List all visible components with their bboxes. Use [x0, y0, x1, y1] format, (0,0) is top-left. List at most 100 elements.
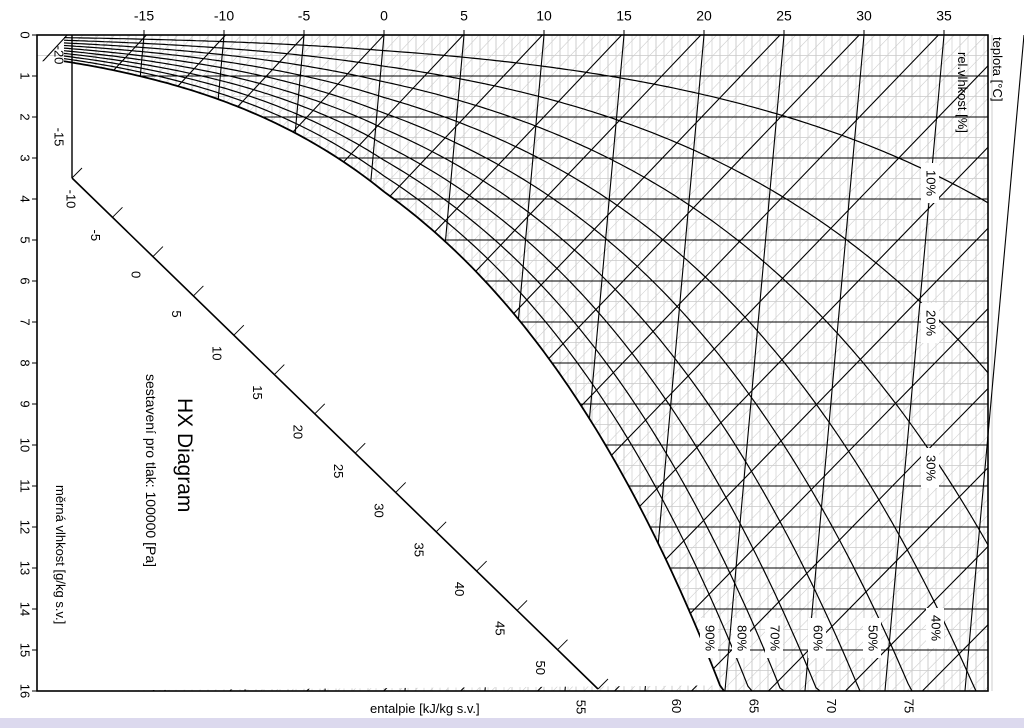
enthalpy-tick: [71, 167, 83, 179]
rh-label-bg: [926, 608, 944, 648]
enthalpy-tick: [112, 206, 123, 218]
rh-curve: [63, 50, 861, 692]
y-tick-label: 16: [18, 684, 33, 698]
rh-curve-label: 20%: [924, 310, 939, 336]
rh-curve-label: 50%: [866, 625, 881, 651]
y-tick-label: 4: [18, 195, 33, 202]
rh-curve: [63, 47, 913, 692]
rh-curve-label: 60%: [811, 625, 826, 651]
y-tick-label: 10: [18, 438, 33, 452]
rh-curve-label: 70%: [768, 625, 783, 651]
rh-curve: [63, 58, 753, 692]
y-tick-label: 6: [18, 277, 33, 284]
enthalpy-tick-label: 45: [493, 621, 508, 635]
enthalpy-grid-line: [706, 404, 989, 692]
rh-curve-label: 90%: [703, 625, 718, 651]
enthalpy-tick: [233, 324, 245, 336]
y-tick-label: 1: [18, 72, 33, 79]
y-tick-label: 7: [18, 318, 33, 325]
rh-curve: [63, 52, 821, 692]
bottom-strip: [0, 718, 1024, 728]
rh-curve: [63, 42, 989, 546]
y-tick-label: 14: [18, 602, 33, 616]
enthalpy-tick-label: -10: [64, 190, 79, 209]
enthalpy-tick-label: 70: [824, 699, 839, 713]
enthalpy-grid-line: [860, 561, 989, 692]
rh-curve: [63, 60, 725, 692]
enthalpy-grid-line: [937, 640, 989, 692]
enthalpy-tick: [516, 600, 528, 611]
enthalpy-tick-label: 10: [209, 346, 224, 360]
enthalpy-tick: [395, 482, 407, 493]
enthalpy-tick: [193, 285, 204, 297]
enthalpy-tick-label: 0: [128, 271, 143, 278]
enthalpy-tick-label: 15: [250, 385, 265, 399]
x-tick-label: -10: [214, 8, 234, 24]
rh-curve-label: 30%: [924, 455, 939, 481]
isotherm-line: [724, 34, 785, 692]
x-tick-label: 20: [696, 8, 712, 24]
x-tick-label: -5: [298, 8, 311, 24]
tick-layer: [32, 30, 945, 692]
enthalpy-tick-label: 65: [747, 699, 762, 713]
enthalpy-tick: [557, 639, 568, 651]
y-tick-label: 5: [18, 236, 33, 243]
enthalpy-tick-label: 50: [533, 660, 548, 674]
rh-curve: [63, 39, 989, 374]
enthalpy-tick: [273, 364, 285, 375]
x-tick-label: 0: [380, 8, 388, 24]
rh-label-bg: [732, 618, 750, 658]
y-tick-label: 3: [18, 154, 33, 161]
enthalpy-tick-label: 5: [169, 310, 184, 317]
x-tick-label: 35: [936, 8, 952, 24]
enthalpy-tick-label: -20: [52, 46, 67, 65]
rh-label-bg: [921, 448, 939, 488]
x-tick-label: 25: [776, 8, 792, 24]
enthalpy-tick: [354, 442, 366, 454]
y-tick-label: 13: [18, 561, 33, 575]
isotherm-line: [964, 34, 1024, 692]
rh-curve: [63, 44, 977, 692]
y-tick-label: 0: [18, 31, 33, 38]
enthalpy-line: [768, 467, 989, 692]
rh-curve: [63, 55, 785, 692]
x-tick-label: 10: [536, 8, 552, 24]
rh-curve-layer: [37, 37, 989, 692]
enthalpy-tick: [152, 246, 164, 257]
enthalpy-tick: [476, 560, 487, 572]
rh-curve-label: 80%: [735, 625, 750, 651]
y-tick-label: 2: [18, 113, 33, 120]
enthalpy-tick-label: -5: [88, 230, 103, 242]
rh-curve-label: 10%: [924, 170, 939, 196]
enthalpy-tick-label: 60: [669, 699, 684, 713]
y-axis-label: měrná vlhkost [g/kg s.v.]: [53, 485, 68, 624]
enthalpy-grid-line: [814, 514, 989, 692]
isotherm-line: [804, 34, 865, 692]
enthalpy-tick: [314, 403, 326, 415]
y-tick-label: 12: [18, 520, 33, 534]
enthalpy-tick-label: 35: [412, 543, 427, 557]
y-tick-label: 11: [18, 479, 33, 493]
enthalpy-tick-label: 25: [331, 464, 346, 478]
rh-label-bg: [765, 618, 783, 658]
y-tick-label: 9: [18, 400, 33, 407]
rh-curve-label: 40%: [929, 615, 944, 641]
rh-label-bg: [863, 618, 881, 658]
enthalpy-tick-label: 55: [574, 700, 589, 714]
rh-label-bg: [921, 303, 939, 343]
enthalpy-grid-line: [829, 530, 989, 692]
enthalpy-grid-line: [952, 655, 989, 692]
enthalpy-axis-label: entalpie [kJ/kg s.v.]: [370, 701, 480, 716]
x-axis-label: teplota [°C]: [990, 37, 1005, 101]
isotherm-line: [884, 34, 945, 692]
enthalpy-tick-label: 40: [452, 582, 467, 596]
enthalpy-tick-label: -15: [52, 128, 67, 147]
enthalpy-line: [921, 624, 989, 692]
rh-label-bg: [700, 618, 718, 658]
rh-label-bg: [921, 163, 939, 203]
rh-curve: [63, 37, 989, 204]
x-tick-label: 15: [616, 8, 632, 24]
enthalpy-grid-line: [752, 451, 989, 692]
